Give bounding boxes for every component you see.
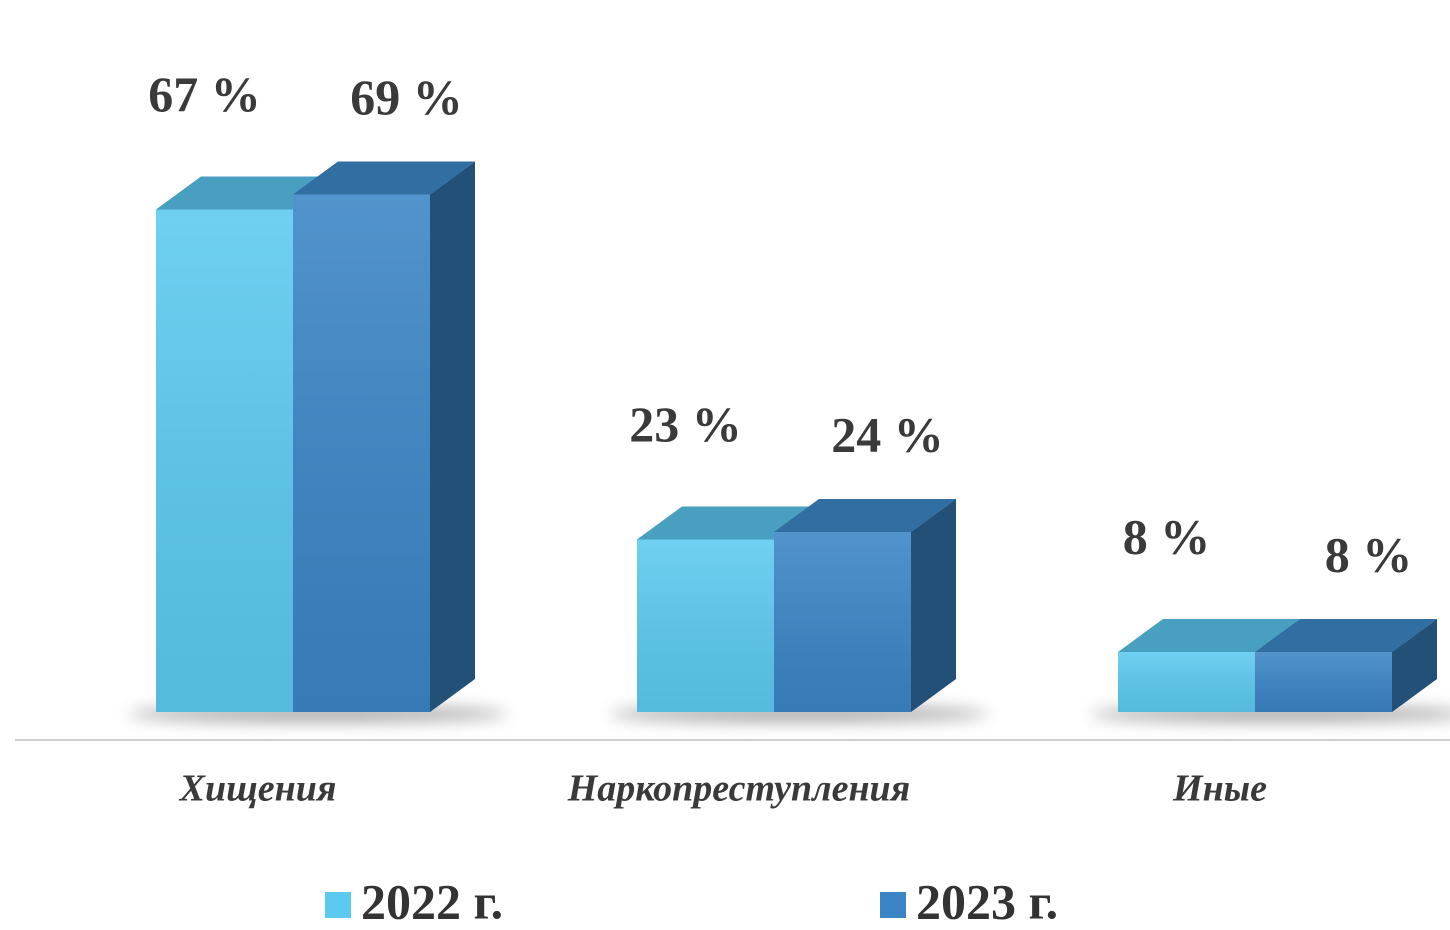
- bar-shade: [293, 194, 430, 712]
- bar-shade: [637, 539, 774, 712]
- bar-top-shade: [637, 506, 819, 540]
- bar-shade: [1118, 652, 1255, 712]
- legend-label: 2022 г.: [361, 873, 503, 929]
- x-tick-label: Хищения: [179, 768, 337, 810]
- bar-side: [911, 499, 956, 712]
- bar-side: [430, 161, 475, 712]
- data-label: 8 %: [1325, 526, 1413, 582]
- bar-top: [1255, 619, 1437, 652]
- bar-shade: [156, 209, 293, 712]
- bar-top: [637, 506, 819, 540]
- bar-shade: [1255, 652, 1392, 712]
- bar-side-shade: [1392, 619, 1437, 712]
- data-label: 24 %: [831, 406, 944, 462]
- bar-top-shade: [1118, 619, 1300, 652]
- bar-top: [293, 161, 475, 195]
- bar-top-shade: [293, 161, 475, 195]
- bar-top: [774, 499, 956, 532]
- data-label: 23 %: [629, 396, 742, 452]
- legend-swatch: [325, 892, 351, 918]
- legend-label: 2023 г.: [916, 873, 1058, 929]
- data-label: 8 %: [1123, 508, 1211, 564]
- bar-top-shade: [156, 176, 338, 210]
- x-tick-label: Иные: [1172, 768, 1267, 810]
- bar-top: [1118, 619, 1300, 652]
- bar-top-shade: [1255, 619, 1437, 652]
- bar-side-shade: [430, 161, 475, 712]
- data-label: 69 %: [350, 69, 463, 125]
- data-label: 67 %: [148, 66, 261, 122]
- bar-shade: [774, 532, 911, 712]
- bar-side: [1392, 619, 1437, 712]
- bar-side-shade: [911, 499, 956, 712]
- x-tick-label: Наркопреступления: [567, 768, 911, 810]
- bar-top: [156, 176, 338, 210]
- legend-swatch: [880, 892, 906, 918]
- bar-top-shade: [774, 499, 956, 532]
